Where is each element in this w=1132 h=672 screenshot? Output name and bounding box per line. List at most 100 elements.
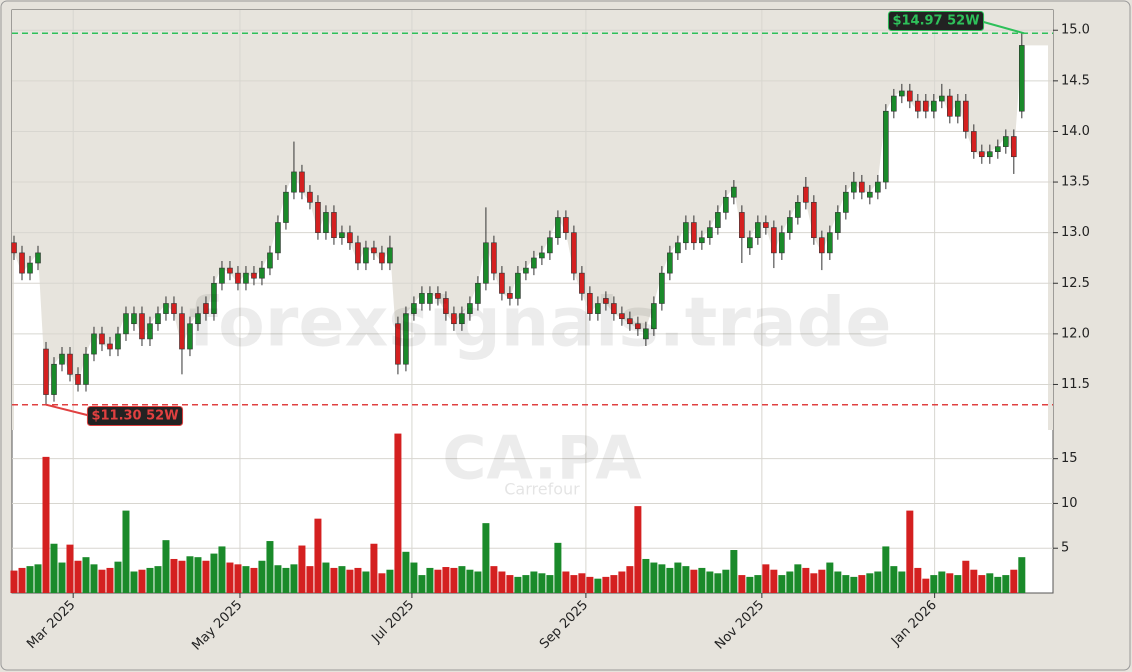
symbol-watermark: CA.PA bbox=[442, 424, 642, 494]
volume-bar bbox=[426, 567, 434, 593]
volume-bar bbox=[674, 562, 682, 593]
volume-bar bbox=[162, 540, 170, 593]
volume-bar bbox=[578, 573, 586, 593]
candle-body bbox=[827, 232, 833, 254]
candle-body bbox=[635, 323, 641, 330]
candle-body bbox=[523, 267, 529, 274]
volume-bar bbox=[898, 571, 906, 593]
volume-bar bbox=[218, 546, 226, 593]
volume-bar bbox=[170, 558, 178, 593]
candle-body bbox=[755, 222, 761, 239]
volume-bar bbox=[818, 569, 826, 593]
volume-bar bbox=[18, 567, 26, 593]
company-watermark: Carrefour bbox=[504, 480, 580, 499]
candle-body bbox=[627, 318, 633, 325]
candle-body bbox=[1003, 136, 1009, 147]
volume-bar bbox=[322, 562, 330, 593]
volume-tick-label: 15 bbox=[1061, 451, 1078, 466]
volume-bar bbox=[882, 546, 890, 593]
candle-body bbox=[947, 95, 953, 117]
volume-bar bbox=[506, 575, 514, 593]
volume-bar bbox=[194, 557, 202, 593]
candle-body bbox=[987, 151, 993, 158]
candle-body bbox=[123, 313, 129, 335]
volume-bar bbox=[666, 567, 674, 593]
volume-bar bbox=[682, 566, 690, 593]
candle-body bbox=[923, 100, 929, 112]
candle-body bbox=[747, 237, 753, 249]
candle-body bbox=[883, 110, 889, 183]
price-badge-label: $11.30 52W bbox=[91, 409, 178, 424]
volume-bar bbox=[538, 573, 546, 593]
candle-body bbox=[867, 191, 873, 198]
candle-body bbox=[219, 267, 225, 284]
volume-bar bbox=[274, 565, 282, 593]
volume-bar bbox=[210, 553, 218, 593]
candle-body bbox=[19, 252, 25, 274]
candle-body bbox=[563, 217, 569, 233]
volume-bar bbox=[1010, 569, 1018, 593]
candle-body bbox=[131, 313, 137, 325]
price-badge-box bbox=[86, 406, 184, 426]
candle-body bbox=[35, 252, 41, 264]
volume-bar bbox=[874, 571, 882, 593]
candle-body bbox=[315, 201, 321, 233]
volume-bar bbox=[346, 569, 354, 593]
candle-body bbox=[539, 252, 545, 259]
candle-body bbox=[763, 222, 769, 228]
volume-bar bbox=[386, 569, 394, 593]
volume-bar bbox=[370, 543, 378, 593]
volume-bar bbox=[106, 567, 114, 593]
price-badge-box bbox=[887, 11, 985, 31]
candle-body bbox=[387, 247, 393, 264]
volume-bar bbox=[10, 570, 18, 593]
price-badge: $14.97 52W bbox=[887, 11, 985, 31]
y-tick-label: 13.0 bbox=[1061, 225, 1090, 240]
volume-bar bbox=[186, 556, 194, 593]
volume-bar bbox=[450, 567, 458, 593]
candle-body bbox=[195, 313, 201, 325]
candle-body bbox=[59, 353, 65, 365]
candle-body bbox=[571, 232, 577, 274]
volume-bar bbox=[58, 562, 66, 593]
candle-body bbox=[483, 242, 489, 284]
volume-bar bbox=[634, 506, 642, 593]
y-tick-label: 14.0 bbox=[1061, 124, 1090, 139]
candle-body bbox=[171, 303, 177, 314]
candle-body bbox=[835, 212, 841, 233]
volume-bar bbox=[778, 575, 786, 593]
candle-body bbox=[395, 323, 401, 365]
volume-bar bbox=[458, 566, 466, 593]
candle-body bbox=[355, 242, 361, 264]
volume-bar bbox=[650, 562, 658, 593]
candle-body bbox=[139, 313, 145, 340]
y-tick-label: 12.0 bbox=[1061, 326, 1090, 341]
candle-body bbox=[467, 303, 473, 314]
candle-body bbox=[611, 303, 617, 314]
candle-body bbox=[51, 363, 57, 395]
volume-bar bbox=[490, 566, 498, 593]
candle-body bbox=[91, 333, 97, 355]
candle-body bbox=[979, 151, 985, 158]
volume-bar bbox=[986, 573, 994, 593]
candle-body bbox=[235, 272, 241, 284]
volume-bar bbox=[338, 566, 346, 593]
candle-body bbox=[723, 196, 729, 213]
volume-bar bbox=[362, 571, 370, 593]
candle-body bbox=[811, 201, 817, 239]
candle-body bbox=[371, 247, 377, 254]
watermark: forexsignals.trade bbox=[189, 284, 892, 363]
volume-bar bbox=[570, 575, 578, 593]
volume-bar bbox=[658, 564, 666, 593]
volume-bar bbox=[146, 567, 154, 593]
y-tick-label: 13.5 bbox=[1061, 175, 1090, 190]
volume-bar bbox=[762, 564, 770, 593]
volume-bar bbox=[802, 567, 810, 593]
candle-body bbox=[787, 217, 793, 233]
candle-body bbox=[27, 262, 33, 274]
candle-body bbox=[659, 272, 665, 304]
volume-bar bbox=[914, 567, 922, 593]
candle-body bbox=[83, 353, 89, 385]
volume-bar bbox=[626, 566, 634, 593]
